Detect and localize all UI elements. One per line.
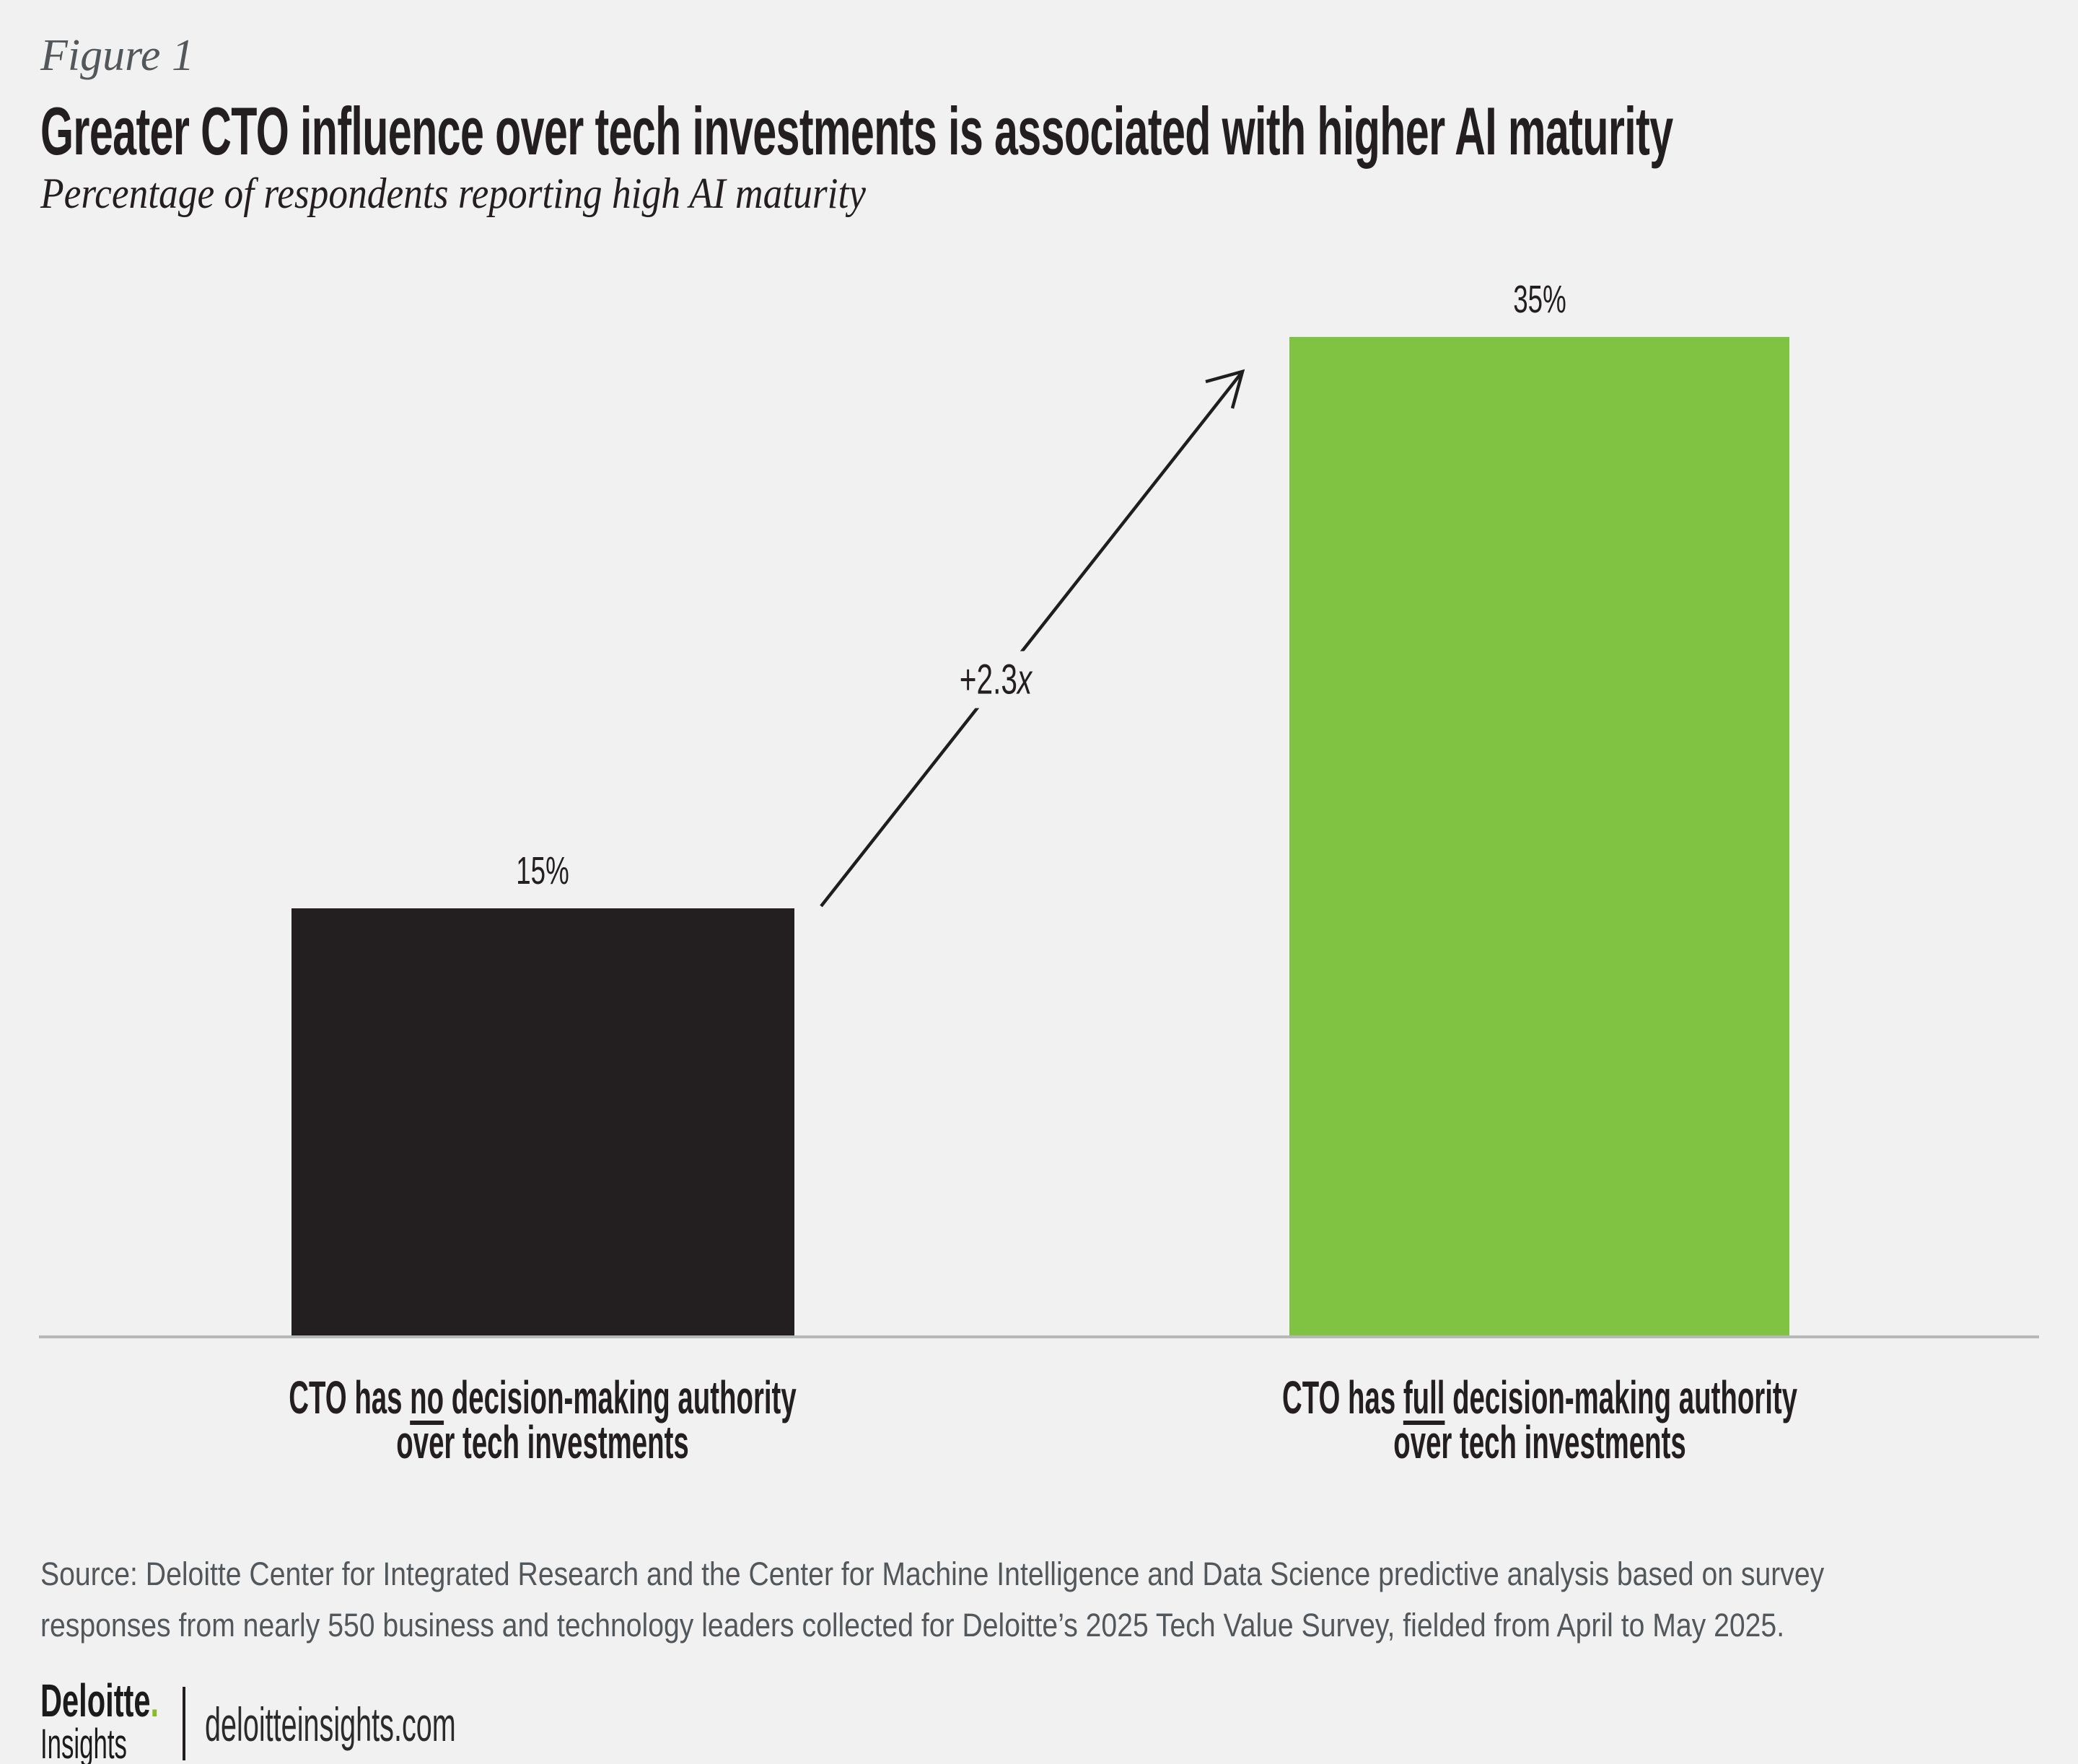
bar-full-authority xyxy=(1289,337,1789,1337)
multiplier-value: +2.3 xyxy=(959,656,1017,703)
category-label-full-authority: CTO has full decision-making authority o… xyxy=(1281,1372,1798,1468)
source-line1: Source: Deloitte Center for Integrated R… xyxy=(40,1555,1825,1592)
value-label-15: 15% xyxy=(516,849,569,892)
deloitte-wordmark: Deloitte xyxy=(40,1675,151,1726)
source-note: Source: Deloitte Center for Integrated R… xyxy=(40,1548,1824,1651)
chart-title-text: Greater CTO influence over tech investme… xyxy=(40,93,1673,169)
category-label-no-authority: CTO has no decision-making authority ove… xyxy=(289,1372,797,1468)
bar-no-authority xyxy=(291,908,794,1337)
category-text: CTO has xyxy=(1281,1372,1403,1423)
deloitte-logo: Deloitte. xyxy=(40,1675,159,1726)
insights-wordmark: Insights xyxy=(40,1721,127,1764)
category-text: decision-making authority xyxy=(1444,1372,1798,1423)
value-label-35: 35% xyxy=(1513,278,1566,321)
chart-subtitle-text: Percentage of respondents reporting high… xyxy=(40,170,866,217)
chart-subtitle: Percentage of respondents reporting high… xyxy=(40,169,968,219)
category-underlined-word: no xyxy=(410,1372,444,1423)
category-text: CTO has xyxy=(289,1372,411,1423)
x-axis-line xyxy=(39,1335,2039,1338)
multiplier-annotation: +2.3x xyxy=(950,651,1041,708)
multiplier-suffix: x xyxy=(1017,656,1033,703)
footer-site-url: deloitteinsights.com xyxy=(205,1698,456,1751)
category-text-line2: over tech investments xyxy=(1393,1416,1686,1468)
category-text: decision-making authority xyxy=(444,1372,797,1423)
figure-label: Figure 1 xyxy=(40,31,194,80)
footer-divider xyxy=(183,1687,185,1760)
source-line2: responses from nearly 550 business and t… xyxy=(40,1607,1785,1644)
chart-title: Greater CTO influence over tech investme… xyxy=(40,92,2078,170)
deloitte-green-dot: . xyxy=(150,1675,159,1726)
category-text-line2: over tech investments xyxy=(396,1416,689,1468)
category-underlined-word: full xyxy=(1403,1372,1445,1423)
